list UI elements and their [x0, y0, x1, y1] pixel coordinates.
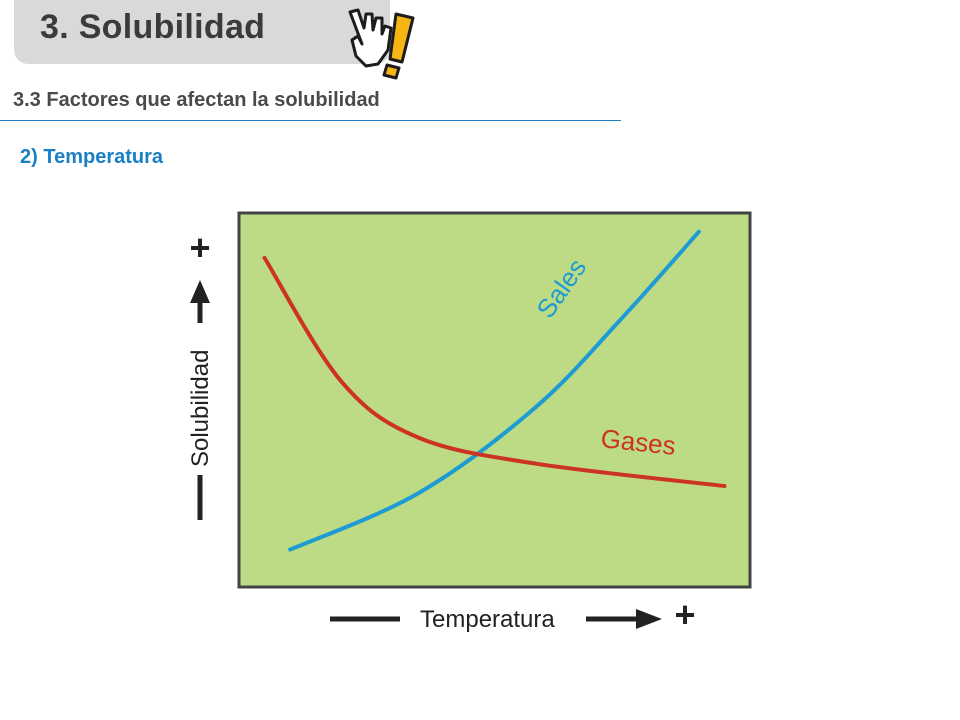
series-line-gases	[262, 255, 727, 489]
series-line-sales	[288, 229, 701, 552]
y-axis-plus: +	[189, 227, 210, 268]
subtitle: 3.3 Factores que afectan la solubilidad	[13, 89, 380, 111]
x-axis-label: Temperatura	[420, 606, 555, 633]
y-axis-arrowhead	[190, 280, 210, 303]
pointing-hand-exclamation-icon	[348, 8, 415, 80]
y-axis-label: Solubilidad	[187, 350, 214, 467]
solubility-chart: Sales Gases Temperatura + Solubilidad +	[187, 211, 752, 635]
section-heading: 2) Temperatura	[20, 146, 164, 168]
page-title: 3. Solubilidad	[40, 8, 266, 46]
title-tab	[14, 0, 390, 64]
plot-area	[237, 211, 752, 589]
divider	[0, 120, 621, 121]
x-axis-arrowhead	[636, 609, 662, 629]
x-axis-plus: +	[674, 594, 695, 635]
